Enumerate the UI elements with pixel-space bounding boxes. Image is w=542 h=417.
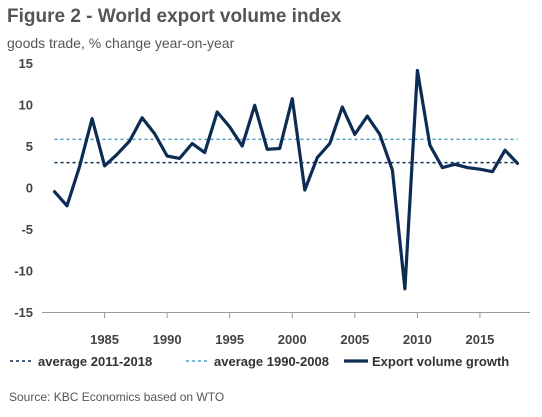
x-tick-label: 2015 [465, 332, 494, 347]
x-tick-label: 2010 [403, 332, 432, 347]
source-note: Source: KBC Economics based on WTO [9, 390, 225, 404]
legend-label: average 2011-2018 [38, 354, 152, 369]
legend-average-2011-2018: average 2011-2018 [10, 354, 152, 369]
y-axis-ticks: 15 10 5 0 -5 -10 -15 [14, 56, 33, 320]
legend-label: average 1990-2008 [214, 354, 329, 369]
legend-export-volume-growth: Export volume growth [344, 354, 509, 369]
x-tick-label: 1985 [90, 332, 119, 347]
chart-subtitle: goods trade, % change year-on-year [7, 35, 235, 51]
chart-title: Figure 2 - World export volume index [7, 6, 342, 27]
y-tick-label: -5 [21, 222, 33, 237]
y-tick-label: 0 [26, 181, 33, 196]
export-volume-growth-line [52, 68, 520, 291]
legend: average 2011-2018 average 1990-2008 Export… [10, 354, 509, 369]
series-layer [52, 68, 520, 291]
x-axis: 1985 1990 1995 2000 2005 2010 2015 [42, 312, 530, 347]
y-tick-label: 15 [19, 56, 33, 71]
x-tick-label: 1990 [153, 332, 182, 347]
y-tick-label: 5 [26, 139, 33, 154]
y-tick-label: -10 [14, 264, 33, 279]
y-tick-label: 10 [19, 98, 33, 113]
x-tick-label: 1995 [215, 332, 244, 347]
legend-label: Export volume growth [372, 354, 509, 369]
x-tick-label: 2005 [340, 332, 369, 347]
y-tick-label: -15 [14, 305, 33, 320]
x-tick-label: 2000 [278, 332, 307, 347]
legend-average-1990-2008: average 1990-2008 [186, 354, 329, 369]
